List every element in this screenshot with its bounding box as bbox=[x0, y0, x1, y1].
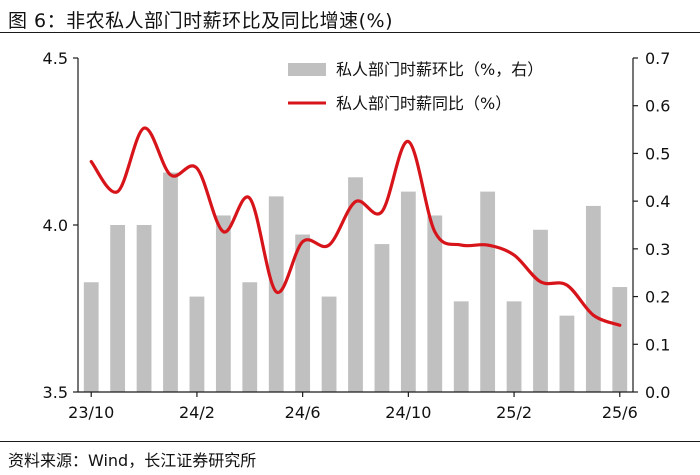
right-axis-tick-label: 0.5 bbox=[645, 144, 670, 163]
right-axis-tick-label: 0.1 bbox=[645, 335, 670, 354]
line-series bbox=[89, 126, 622, 327]
bar bbox=[506, 301, 522, 392]
legend-line-label: 私人部门时薪同比（%） bbox=[336, 94, 511, 113]
right-axis-tick-label: 0.0 bbox=[645, 383, 670, 402]
bar bbox=[585, 205, 601, 392]
right-axis-tick-label: 0.3 bbox=[645, 240, 670, 259]
bar bbox=[268, 196, 284, 392]
x-axis-tick-label: 25/6 bbox=[602, 403, 638, 422]
legend-bar-swatch bbox=[288, 63, 326, 76]
legend-bar-label: 私人部门时薪环比（%，右） bbox=[336, 60, 543, 79]
right-axis-tick-label: 0.4 bbox=[645, 192, 670, 211]
right-axis-tick-label: 0.7 bbox=[645, 49, 670, 68]
yoy-line bbox=[89, 126, 622, 327]
bar bbox=[189, 296, 205, 392]
left-axis-tick-label: 4.0 bbox=[43, 216, 68, 235]
x-axis-tick-label: 24/10 bbox=[385, 403, 431, 422]
x-axis-tick-label: 24/2 bbox=[179, 403, 215, 422]
right-axis-tick-label: 0.6 bbox=[645, 97, 670, 116]
source-note: 资料来源：Wind，长江证券研究所 bbox=[8, 451, 257, 470]
left-axis-tick-label: 3.5 bbox=[43, 383, 68, 402]
bar bbox=[242, 282, 258, 392]
chart-title: 图 6：非农私人部门时薪环比及同比增速(%) bbox=[8, 10, 394, 32]
x-axis-tick-label: 25/2 bbox=[496, 403, 532, 422]
title-rule bbox=[0, 32, 700, 33]
bar bbox=[83, 282, 99, 392]
bar bbox=[480, 191, 496, 392]
bar bbox=[321, 296, 337, 392]
source-rule bbox=[0, 441, 700, 442]
axes: 3.5 4.0 4.5 0.0 0.1 0.2 0.3 0.4 0.5 0.6 0.7 23/10 24… bbox=[43, 49, 671, 422]
legend: 私人部门时薪环比（%，右） 私人部门时薪同比（%） bbox=[288, 60, 543, 113]
bar bbox=[215, 215, 231, 392]
bar bbox=[612, 287, 628, 392]
bar bbox=[453, 301, 469, 392]
bar bbox=[110, 225, 126, 392]
left-axis-tick-label: 4.5 bbox=[43, 49, 68, 68]
bar-series bbox=[83, 172, 628, 392]
bar bbox=[400, 191, 416, 392]
bar bbox=[427, 215, 443, 392]
bar bbox=[295, 234, 311, 392]
bar bbox=[533, 229, 548, 392]
bar bbox=[559, 315, 575, 392]
right-axis-tick-label: 0.2 bbox=[645, 288, 670, 307]
x-axis-tick-label: 24/6 bbox=[285, 403, 321, 422]
x-axis-tick-label: 23/10 bbox=[68, 403, 114, 422]
bar bbox=[163, 172, 178, 392]
bar bbox=[348, 177, 363, 392]
bar bbox=[136, 225, 152, 392]
bar bbox=[374, 244, 390, 392]
